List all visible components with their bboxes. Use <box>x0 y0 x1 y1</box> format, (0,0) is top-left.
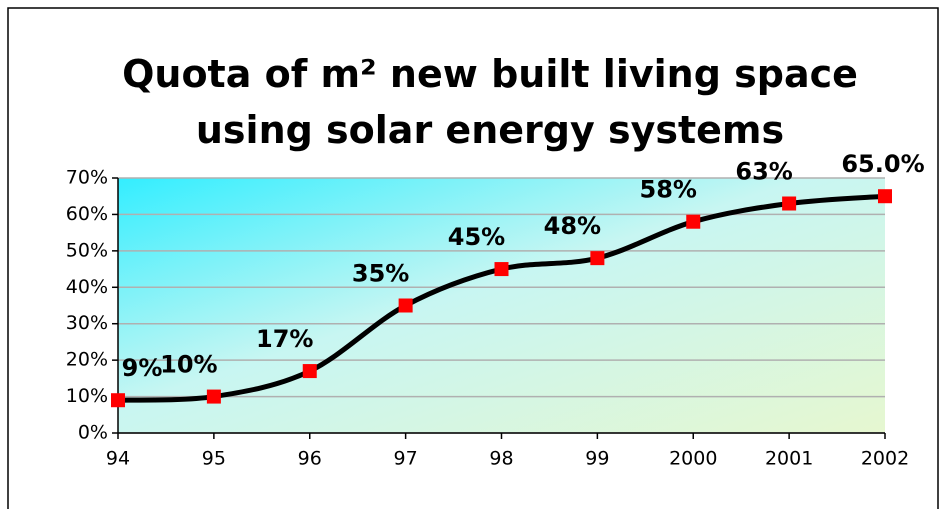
marker <box>878 189 892 204</box>
chart-title: Quota of m² new built living space using… <box>122 52 858 152</box>
marker <box>111 393 125 408</box>
x-tick-label: 97 <box>394 448 418 470</box>
x-tick-label: 99 <box>585 448 609 470</box>
marker <box>590 251 605 266</box>
data-label: 45% <box>448 223 505 251</box>
y-tick-label: 0% <box>78 422 108 444</box>
data-label: 10% <box>160 351 217 379</box>
data-label: 58% <box>640 176 697 204</box>
marker <box>302 364 317 379</box>
marker <box>686 214 701 229</box>
marker <box>206 389 221 404</box>
data-label: 35% <box>352 260 409 288</box>
marker <box>494 262 509 277</box>
marker <box>782 196 797 211</box>
x-tick-label: 2002 <box>861 448 909 470</box>
data-label: 9% <box>122 354 163 382</box>
x-tick-label: 2001 <box>765 448 813 470</box>
data-label: 48% <box>544 212 601 240</box>
frame <box>7 7 939 513</box>
data-label: 17% <box>256 325 313 353</box>
y-tick-label: 30% <box>66 312 108 334</box>
data-label: 65.0% <box>841 150 924 178</box>
x-tick-label: 94 <box>106 448 130 470</box>
data-label: 63% <box>735 158 792 186</box>
marker <box>398 298 413 313</box>
x-tick-label: 96 <box>298 448 322 470</box>
y-tick-label: 60% <box>66 203 108 225</box>
y-tick-label: 20% <box>66 349 108 371</box>
x-tick-label: 98 <box>489 448 513 470</box>
y-tick-label: 10% <box>66 385 108 407</box>
y-tick-label: 70% <box>66 167 108 189</box>
y-tick-label: 50% <box>66 239 108 261</box>
y-tick-label: 40% <box>66 276 108 298</box>
x-tick-label: 2000 <box>669 448 717 470</box>
x-tick-label: 95 <box>202 448 226 470</box>
